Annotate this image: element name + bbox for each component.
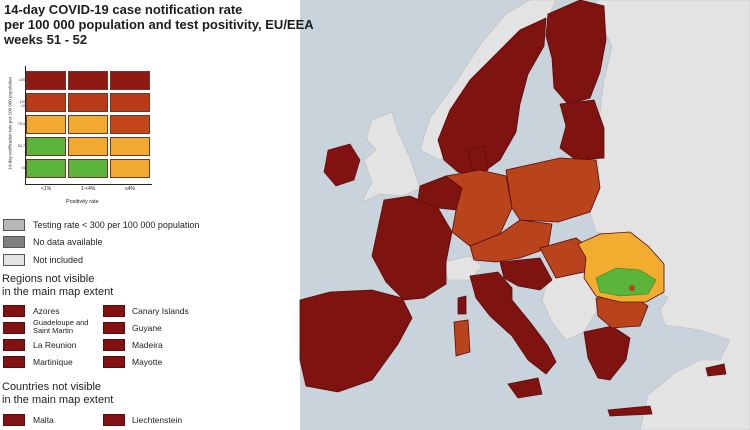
sicily	[507, 377, 543, 399]
romania-green	[595, 267, 657, 297]
region-swatch-reunion	[3, 339, 25, 351]
matrix-cell-r2-c1	[68, 115, 108, 134]
countries-heading: Countries not visible in the main map ex…	[2, 381, 114, 406]
matrix-cell-r0-c1	[68, 71, 108, 90]
ireland-land	[323, 143, 361, 187]
matrix-y-tick: 100-199	[19, 100, 27, 108]
region-label-madeira: Madeira	[132, 340, 163, 350]
region-label-guyane: Guyane	[132, 323, 162, 333]
matrix-cell-r1-c2	[110, 93, 150, 112]
finland	[545, 0, 607, 105]
region-label-mayotte: Mayotte	[132, 357, 163, 367]
region-label-martinique: Martinique	[33, 357, 73, 367]
matrix-cell-r3-c1	[68, 137, 108, 156]
regions-heading: Regions not visible in the main map exte…	[2, 273, 114, 298]
matrix-cell-r0-c0	[26, 71, 66, 90]
matrix-x-axis	[26, 184, 152, 185]
switzerland-land	[443, 255, 483, 281]
iberia	[299, 289, 413, 393]
sardinia	[453, 319, 471, 357]
matrix-cell-r4-c0	[26, 159, 66, 178]
region-swatch-mayotte	[103, 356, 125, 368]
title-line-1: 14-day COVID-19 case notification rate	[4, 2, 243, 17]
crete	[607, 405, 653, 417]
region-swatch-canary	[103, 305, 125, 317]
matrix-cell-r1-c0	[26, 93, 66, 112]
region-label-azores: Azores	[33, 306, 60, 316]
matrix-cell-r3-c0	[26, 137, 66, 156]
title-line-2: per 100 000 population and test positivi…	[4, 17, 314, 32]
no-data-swatch	[3, 236, 25, 248]
notification-positivity-matrix	[26, 71, 152, 183]
country-label-liechtenstein: Liechtenstein	[132, 415, 183, 425]
matrix-cell-r1-c1	[68, 93, 108, 112]
croatia-slovenia	[499, 257, 553, 291]
map-title: 14-day COVID-19 case notification rate p…	[4, 2, 314, 47]
matrix-cell-r0-c2	[110, 71, 150, 90]
corsica	[457, 295, 467, 315]
region-swatch-guyane	[103, 322, 125, 334]
matrix-cell-r2-c2	[110, 115, 150, 134]
region-swatch-azores	[3, 305, 25, 317]
matrix-y-tick: ≥200	[19, 78, 27, 82]
not-included-swatch	[3, 254, 25, 266]
region-swatch-madeira	[103, 339, 125, 351]
matrix-y-tick: <50	[20, 166, 27, 170]
matrix-y-axis-label: 14-day notification rate per 100 000 pop…	[7, 77, 13, 170]
region-swatch-guadeloupe	[3, 322, 25, 334]
not-included-label: Not included	[33, 255, 84, 265]
country-label-malta: Malta	[33, 415, 54, 425]
region-label-guadeloupe: Guadeloupe and Saint Martin	[33, 318, 89, 335]
matrix-cell-r3-c2	[110, 137, 150, 156]
denmark	[467, 145, 489, 177]
italy	[469, 271, 557, 375]
cyprus	[705, 363, 727, 377]
country-swatch-malta	[3, 414, 25, 426]
matrix-cell-r4-c1	[68, 159, 108, 178]
matrix-cell-r4-c2	[110, 159, 150, 178]
region-label-canary: Canary Islands	[132, 306, 189, 316]
baltics	[559, 99, 605, 161]
matrix-y-tick: 75-99	[17, 122, 27, 126]
matrix-y-tick: 50-74	[17, 144, 27, 148]
matrix-x-tick: <1%	[40, 186, 52, 192]
uk-land	[361, 111, 421, 203]
region-swatch-martinique	[3, 356, 25, 368]
no-data-label: No data available	[33, 237, 103, 247]
matrix-cell-r2-c0	[26, 115, 66, 134]
matrix-x-axis-label: Positivity rate	[66, 199, 99, 205]
title-line-3: weeks 51 - 52	[4, 32, 88, 47]
country-swatch-liechtenstein	[103, 414, 125, 426]
testing-rate-label: Testing rate < 300 per 100 000 populatio…	[33, 220, 200, 230]
region-label-reunion: La Reunion	[33, 340, 77, 350]
matrix-x-tick: ≥4%	[125, 186, 135, 192]
bucharest-marker	[629, 285, 635, 291]
poland	[505, 157, 601, 223]
matrix-y-axis	[25, 66, 26, 185]
matrix-x-tick: 1-<4%	[80, 186, 96, 192]
testing-rate-swatch	[3, 219, 25, 231]
